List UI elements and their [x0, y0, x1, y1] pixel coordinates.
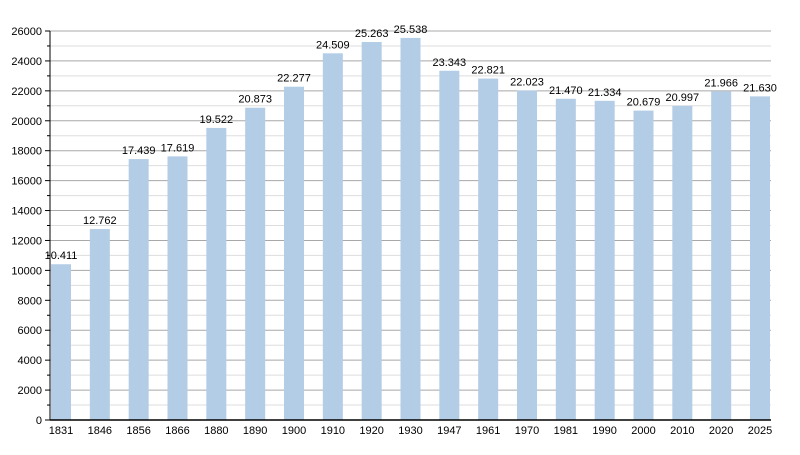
x-tick-label: 1981: [554, 425, 578, 437]
x-tick-label: 1866: [165, 425, 189, 437]
y-tick-label: 20000: [11, 116, 42, 128]
bar: [89, 229, 110, 420]
bar: [361, 42, 382, 421]
bar: [555, 98, 576, 421]
y-tick-label: 22000: [11, 86, 42, 98]
x-tick-label: 2000: [631, 425, 655, 437]
data-label: 21.966: [704, 77, 738, 89]
x-tick-label: 1990: [592, 425, 616, 437]
y-tick-label: 0: [36, 415, 42, 427]
bar: [594, 100, 615, 420]
data-label: 12.762: [83, 215, 117, 227]
bar: [167, 156, 188, 421]
x-tick-label: 1846: [88, 425, 112, 437]
data-label: 21.334: [588, 87, 622, 99]
y-tick-label: 4000: [18, 355, 42, 367]
y-tick-label: 16000: [11, 176, 42, 188]
y-tick-label: 10000: [11, 265, 42, 277]
data-label: 17.619: [161, 142, 195, 154]
bar: [517, 90, 537, 420]
x-tick-label: 1970: [515, 425, 539, 437]
bar: [672, 105, 693, 421]
data-label: 20.679: [627, 97, 661, 109]
bar: [128, 159, 149, 420]
data-label: 22.023: [510, 77, 544, 89]
bar: [284, 86, 304, 420]
data-label: 22.277: [277, 73, 311, 85]
y-tick-label: 8000: [18, 295, 42, 307]
data-label: 24.509: [316, 39, 350, 51]
data-label: 23.343: [433, 57, 467, 69]
data-label: 25.263: [355, 28, 389, 40]
y-tick-label: 26000: [11, 26, 42, 38]
x-tick-label: 1900: [282, 425, 306, 437]
y-tick-label: 2000: [18, 385, 42, 397]
x-tick-label: 1961: [476, 425, 500, 437]
x-tick-label: 2020: [709, 425, 733, 437]
data-label: 25.538: [394, 24, 428, 36]
data-label: 10.411: [45, 250, 78, 262]
data-label: 17.439: [122, 145, 156, 157]
bar: [711, 91, 732, 420]
y-tick-label: 12000: [11, 235, 42, 247]
bar: [750, 96, 770, 420]
y-tick-label: 24000: [11, 56, 42, 68]
x-tick-label: 1831: [49, 425, 73, 437]
x-tick-label: 1920: [359, 425, 383, 437]
y-tick-label: 14000: [11, 206, 42, 218]
bar: [322, 53, 343, 421]
x-tick-label: 2010: [670, 425, 694, 437]
data-label: 19.522: [200, 114, 234, 126]
x-tick-label: 1880: [204, 425, 228, 437]
x-tick-label: 1947: [437, 425, 461, 437]
y-tick-label: 18000: [11, 146, 42, 158]
y-tick-label: 6000: [18, 325, 42, 337]
data-label: 20.997: [666, 92, 700, 104]
bar: [400, 37, 421, 420]
x-tick-label: 1890: [243, 425, 267, 437]
x-tick-label: 2025: [748, 425, 772, 437]
bar: [633, 110, 654, 420]
data-label: 20.873: [238, 94, 272, 106]
bar: [51, 264, 71, 420]
data-label: 21.630: [743, 82, 777, 94]
bar: [439, 70, 460, 420]
data-label: 21.470: [549, 85, 583, 97]
bar: [478, 78, 499, 420]
x-tick-label: 1910: [321, 425, 345, 437]
x-tick-label: 1930: [398, 425, 422, 437]
data-label: 22.821: [471, 65, 505, 77]
bar: [206, 127, 227, 421]
x-tick-label: 1856: [126, 425, 150, 437]
bar: [245, 107, 266, 420]
